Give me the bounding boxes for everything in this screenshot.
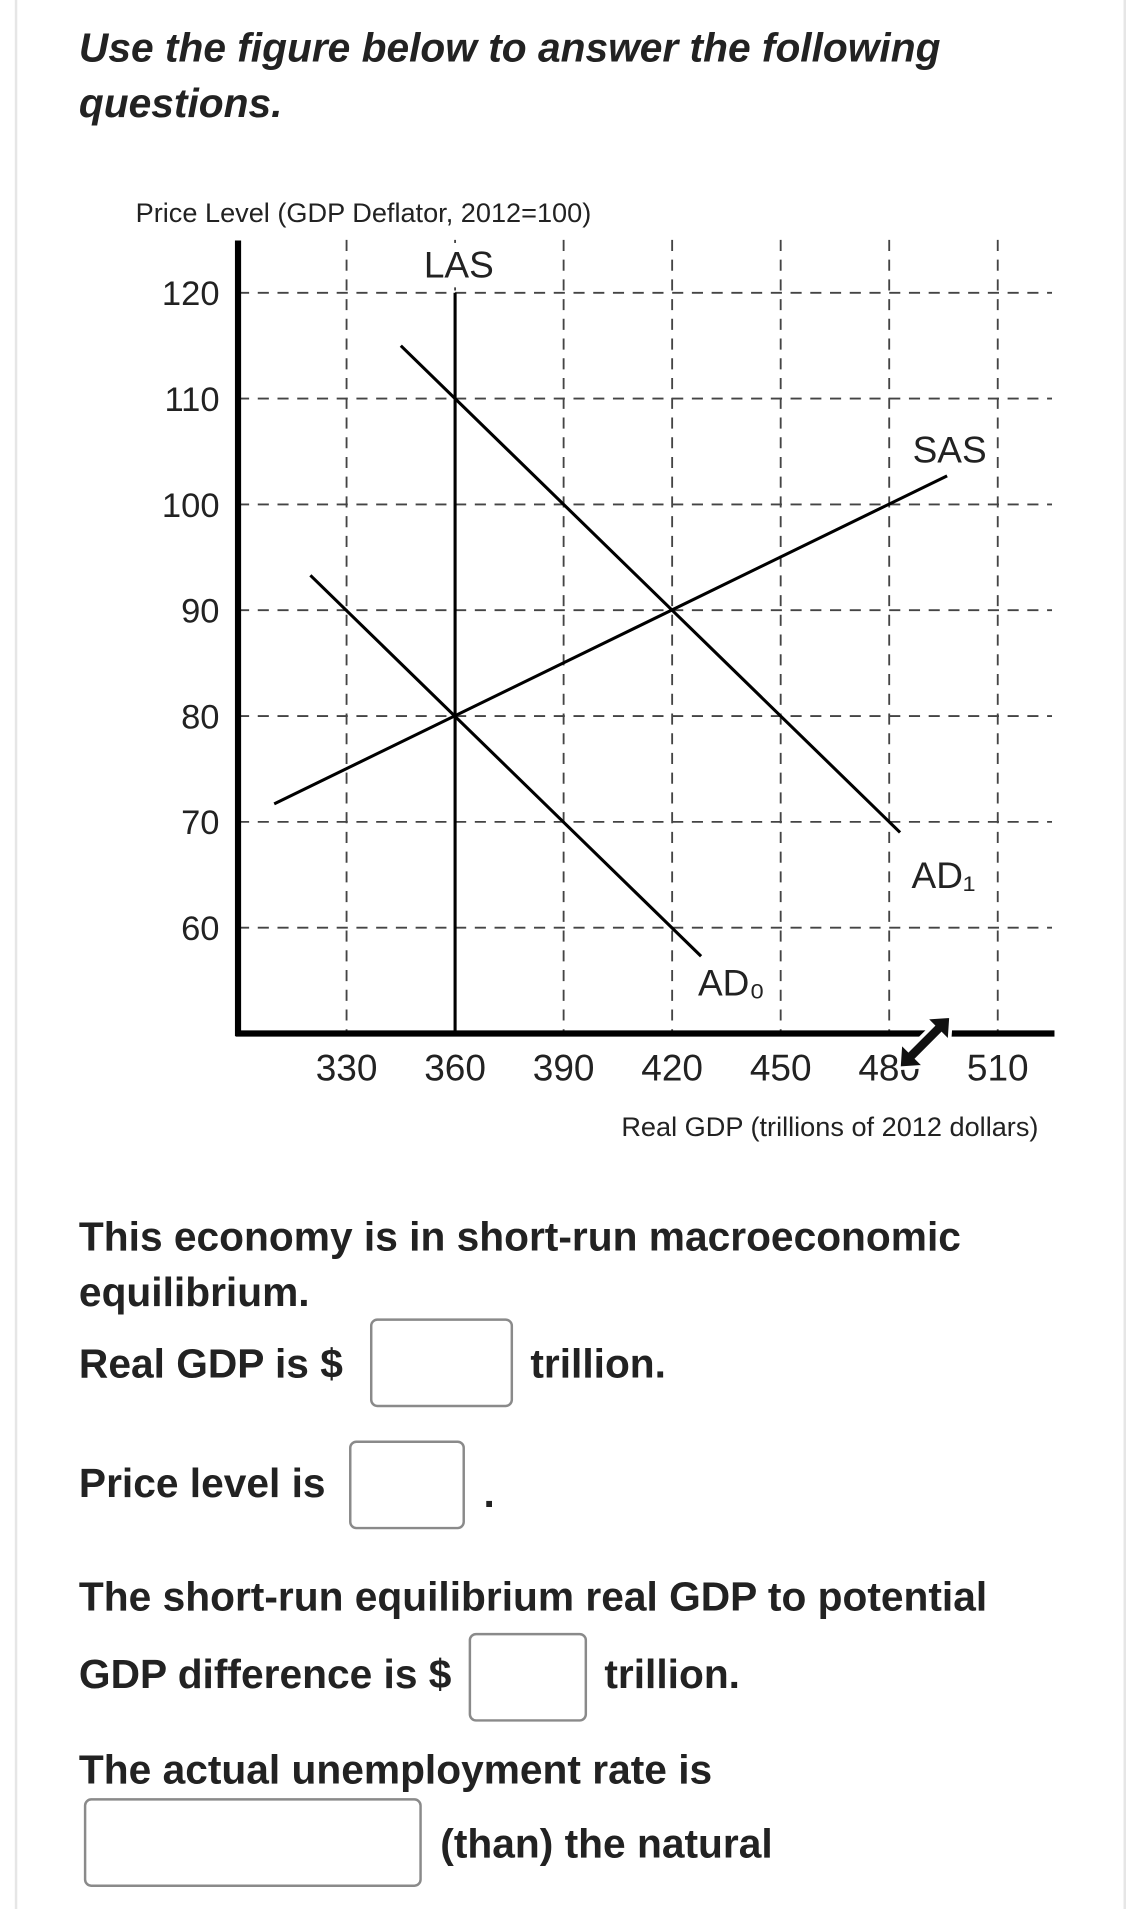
chart: Price Level (GDP Deflator, 2012=100) Rea… — [136, 197, 1055, 1142]
series-line — [309, 574, 703, 958]
y-tick-label: 80 — [181, 698, 219, 736]
x-tick-label: 330 — [316, 1047, 378, 1088]
series-line — [399, 344, 902, 834]
label-bg — [907, 427, 992, 473]
cursor — [896, 1013, 954, 1071]
label-bg — [901, 853, 986, 898]
x-tick-label: 450 — [750, 1047, 812, 1088]
y-axis-label: Price Level (GDP Deflator, 2012=100) — [136, 197, 592, 228]
heading: Use the figure below to answer the follo… — [78, 24, 941, 126]
question-text: trillion. — [604, 1651, 740, 1697]
label-bg — [689, 960, 774, 1006]
y-tick-label: 70 — [181, 804, 219, 842]
frame — [14, 0, 1127, 1909]
question-text: Real GDP is $ — [78, 1340, 343, 1387]
input-box[interactable] — [369, 1318, 514, 1408]
question-text: (than) the natural — [440, 1820, 773, 1866]
y-tick-label: 120 — [162, 275, 220, 313]
question-text: The short-run equilibrium real GDP to po… — [79, 1560, 1066, 1722]
x-tick-label: 360 — [424, 1047, 486, 1088]
question-text: This economy is in short-run macroeconom… — [78, 1213, 961, 1315]
question-text: trillion. — [530, 1340, 666, 1387]
question-text: The short-run equilibrium real GDP to po… — [78, 1573, 988, 1697]
question-text: . — [483, 1470, 495, 1516]
x-tick-label: 420 — [641, 1047, 703, 1088]
y-tick-label: 60 — [181, 910, 219, 948]
series-label: AD₀ — [698, 962, 765, 1003]
cursor-arrow — [896, 1013, 954, 1071]
series-line — [273, 474, 948, 806]
y-tick-label: 90 — [181, 593, 219, 631]
x-axis-label: Real GDP (trillions of 2012 dollars) — [621, 1111, 1038, 1142]
question-text: Price level is — [78, 1460, 326, 1506]
x-tick-label: 510 — [967, 1047, 1029, 1088]
label-bg — [416, 242, 501, 288]
series-label: SAS — [913, 429, 987, 470]
y-tick-label: 110 — [164, 381, 219, 419]
series-label: LAS — [424, 244, 494, 285]
input-box[interactable] — [83, 1798, 422, 1887]
input-box[interactable] — [468, 1632, 588, 1722]
x-tick-label: 390 — [533, 1047, 595, 1088]
y-tick-label: 100 — [162, 487, 220, 525]
question-text: The actual unemployment rate is — [78, 1746, 713, 1792]
input-box[interactable] — [349, 1440, 465, 1530]
series-label: AD₁ — [912, 855, 976, 896]
